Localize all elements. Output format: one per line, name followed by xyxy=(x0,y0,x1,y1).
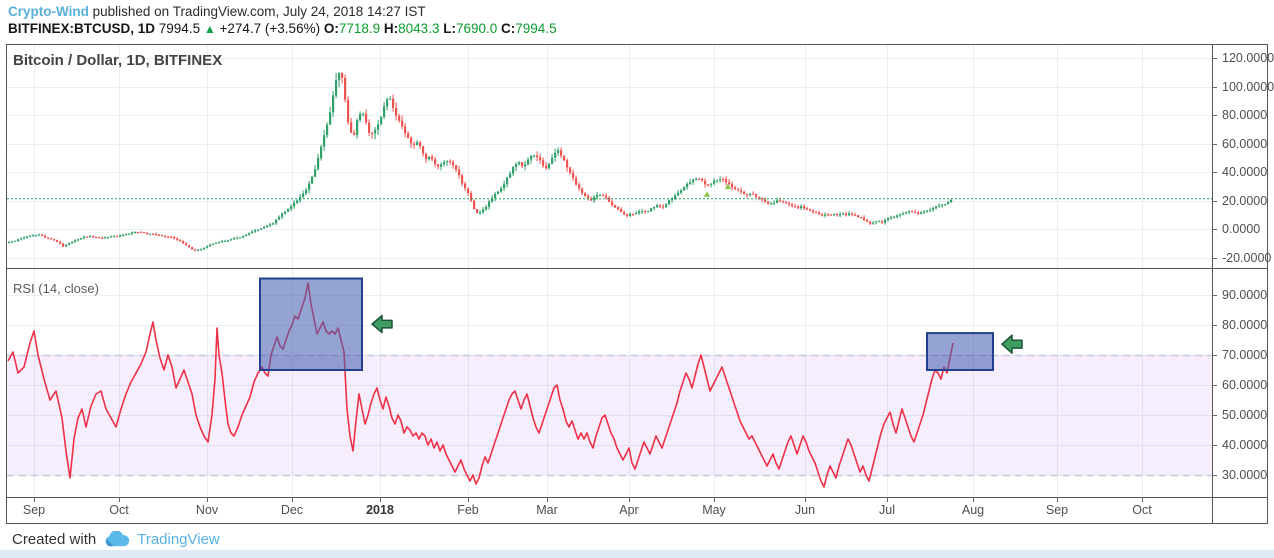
price-axis-label: 40.0000 xyxy=(1222,165,1267,179)
left-arrow-annotation xyxy=(371,314,393,334)
rsi-axis-label: 90.0000 xyxy=(1222,288,1267,302)
close-label: C: xyxy=(501,21,516,36)
symbol-name: BITFINEX:BTCUSD, 1D xyxy=(8,21,156,36)
tradingview-link[interactable]: TradingView xyxy=(137,531,220,548)
time-axis-label: Oct xyxy=(1132,503,1152,517)
time-axis-label: Nov xyxy=(196,503,219,517)
rsi-line xyxy=(7,282,954,488)
author-link[interactable]: Crypto-Wind xyxy=(8,4,89,19)
close-value: 7994.5 xyxy=(515,21,557,36)
up-triangle-marker xyxy=(724,183,732,189)
attribution-line: Crypto-Wind published on TradingView.com… xyxy=(8,4,426,19)
open-label: O: xyxy=(323,21,339,36)
price-axis-label: 0.0000 xyxy=(1222,222,1260,236)
candle-bodies-down xyxy=(41,73,920,251)
open-value: 7718.9 xyxy=(338,21,381,36)
left-arrow-annotation xyxy=(1001,334,1023,354)
time-axis-label: Feb xyxy=(457,503,479,517)
highlight-box xyxy=(926,332,994,372)
tradingview-logo-icon xyxy=(105,531,130,547)
attribution-text: published on TradingView.com, July 24, 2… xyxy=(88,4,426,19)
rsi-axis-label: 80.0000 xyxy=(1222,318,1267,332)
price-change: +274.7 (+3.56%) xyxy=(219,21,321,36)
rsi-pane-title: RSI (14, close) xyxy=(13,281,99,296)
symbol-info-bar: BITFINEX:BTCUSD, 1D 7994.5 ▲ +274.7 (+3.… xyxy=(8,21,557,36)
time-axis-label: Jun xyxy=(795,503,815,517)
rsi-axis-label: 60.0000 xyxy=(1222,378,1267,392)
time-axis-label: Oct xyxy=(109,503,129,517)
time-axis-label: Apr xyxy=(619,503,638,517)
highlight-box xyxy=(259,277,363,371)
footer-attribution: Created with TradingView xyxy=(12,529,220,550)
up-triangle-marker xyxy=(703,191,711,197)
rsi-axis-label: 40.0000 xyxy=(1222,438,1267,452)
price-axis-label: 60.0000 xyxy=(1222,137,1267,151)
time-axis-label: Sep xyxy=(23,503,45,517)
chart-border xyxy=(6,44,1268,524)
rsi-axis-label: 30.0000 xyxy=(1222,468,1267,482)
time-axis-label: Sep xyxy=(1046,503,1068,517)
main-pane-title: Bitcoin / Dollar, 1D, BITFINEX xyxy=(13,52,223,69)
low-label: L: xyxy=(443,21,456,36)
created-with-text: Created with xyxy=(12,531,97,548)
time-axis-label: Dec xyxy=(281,503,303,517)
price-axis-label: 20.0000 xyxy=(1222,194,1267,208)
last-price: 7994.5 xyxy=(158,21,201,36)
low-value: 7690.0 xyxy=(455,21,498,36)
candle-bodies-up xyxy=(8,73,953,251)
time-axis-label: Aug xyxy=(962,503,984,517)
up-triangle-icon: ▲ xyxy=(203,22,216,36)
time-axis-label: May xyxy=(702,503,726,517)
candle-wicks-up xyxy=(8,72,952,252)
price-axis-label: -20.0000 xyxy=(1222,251,1271,265)
price-axis-label: 120.0000 xyxy=(1222,51,1274,65)
rsi-axis-label: 50.0000 xyxy=(1222,408,1267,422)
time-axis-label: Jul xyxy=(879,503,895,517)
candle-wicks-down xyxy=(41,72,919,252)
price-axis-label: 100.0000 xyxy=(1222,80,1274,94)
page-bottom-strip xyxy=(0,550,1274,558)
rsi-axis-label: 70.0000 xyxy=(1222,348,1267,362)
time-axis-label: 2018 xyxy=(366,503,394,517)
price-axis-label: 80.0000 xyxy=(1222,108,1267,122)
rsi-band xyxy=(7,355,1212,475)
high-value: 8043.3 xyxy=(398,21,440,36)
high-label: H: xyxy=(383,21,399,36)
time-axis-label: Mar xyxy=(536,503,558,517)
